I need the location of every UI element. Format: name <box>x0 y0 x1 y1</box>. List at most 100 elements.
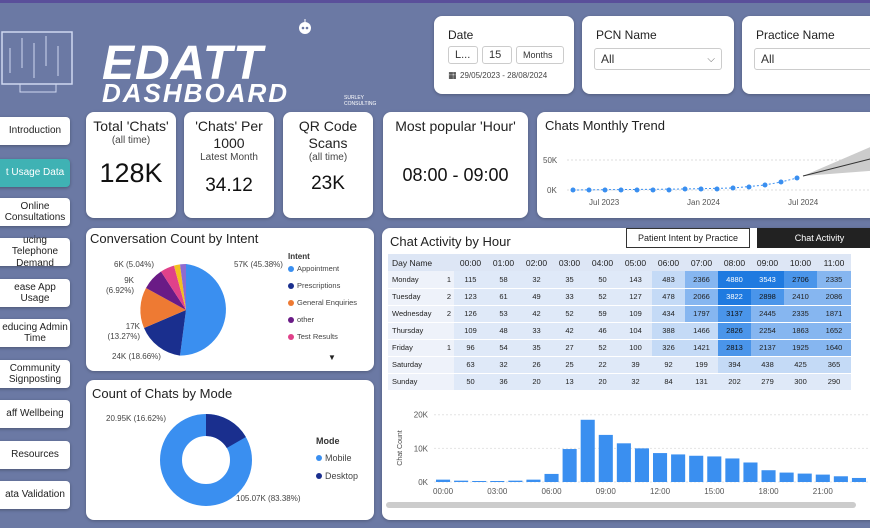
legend-other[interactable]: other <box>288 315 314 324</box>
bar-hour-23[interactable] <box>851 477 866 482</box>
bar-hour-11[interactable] <box>634 448 649 482</box>
trend-x-tick: Jul 2024 <box>788 198 819 207</box>
tab-chat-activity[interactable]: Chat Activity <box>757 228 870 248</box>
heatmap-row: Tuesday 2 123 61 49 33 52 127 478 2066 3822 2898 241… <box>388 288 851 306</box>
bar-y-tick: 0K <box>418 478 428 487</box>
kpi-title: QR Code Scans <box>298 118 358 151</box>
nav-button[interactable]: Online Consultations <box>0 198 70 226</box>
heatmap-cell: 52 <box>586 288 619 306</box>
heatmap-cell: 2813 <box>718 339 751 357</box>
heatmap-cell: 59 <box>586 305 619 323</box>
heatmap-cell: 35 <box>553 271 586 289</box>
bar-hour-08[interactable] <box>580 419 595 482</box>
pcn-select[interactable]: All ⌵ <box>594 48 722 70</box>
nav-button[interactable]: Community Signposting <box>0 360 70 388</box>
bar-hour-21[interactable] <box>815 474 830 482</box>
heatmap-cell: 3137 <box>718 305 751 323</box>
bar-hour-20[interactable] <box>797 473 812 482</box>
heatmap-cell: 143 <box>619 271 652 289</box>
nav-button[interactable]: ata Validation <box>0 481 70 509</box>
bar-hour-02[interactable] <box>472 480 487 482</box>
bar-x-tick: 00:00 <box>433 487 454 496</box>
kpi-value: 23K <box>311 172 345 194</box>
bar-y-axis-label: Chat Count <box>397 430 404 465</box>
heatmap-cell: 13 <box>553 373 586 391</box>
legend-enquiries[interactable]: General Enquiries <box>288 298 357 307</box>
heatmap-cell: 2706 <box>784 271 817 289</box>
heatmap-cell: 25 <box>553 356 586 374</box>
bar-hour-01[interactable] <box>454 480 469 482</box>
heatmap-cell: 96 <box>454 339 487 357</box>
heatmap-row: Monday 1 115 58 32 35 50 143 483 2366 4880 3543 2706… <box>388 271 851 289</box>
bar-hour-12[interactable] <box>653 453 668 482</box>
bar-y-tick: 10K <box>414 444 429 453</box>
nav-button[interactable]: Introduction <box>0 117 70 145</box>
date-unit-select[interactable]: Months <box>516 46 564 64</box>
legend-mobile[interactable]: Mobile <box>316 453 352 463</box>
bar-hour-22[interactable] <box>833 476 848 482</box>
heatmap-cell: 2335 <box>817 271 851 289</box>
practice-select[interactable]: All <box>754 48 870 70</box>
heatmap-cell: 290 <box>817 373 851 391</box>
bar-hour-05[interactable] <box>526 479 541 482</box>
heatmap-cell: 109 <box>454 322 487 340</box>
heatmap-header-blank <box>444 254 454 271</box>
nav-button[interactable]: educing Admin Time <box>0 319 70 347</box>
bar-hour-18[interactable] <box>761 470 776 482</box>
heatmap-cell: 1871 <box>817 305 851 323</box>
heatmap-cell: 326 <box>652 339 685 357</box>
horizontal-scrollbar[interactable] <box>386 502 856 508</box>
heatmap-header-hour: 09:00 <box>751 254 784 271</box>
heatmap-cell: 32 <box>487 356 520 374</box>
tab-patient-intent[interactable]: Patient Intent by Practice <box>626 228 750 248</box>
heatmap-cell: 50 <box>586 271 619 289</box>
bar-hour-16[interactable] <box>725 458 740 482</box>
heatmap-cell: 199 <box>685 356 718 374</box>
bar-hour-09[interactable] <box>598 434 613 482</box>
bar-hour-13[interactable] <box>671 454 686 482</box>
heatmap-row: Saturday 63 32 26 25 22 39 92 199 394 438 425 365 <box>388 356 851 374</box>
heatmap-header-hour: 03:00 <box>553 254 586 271</box>
intent-label-test: 6K (5.04%) <box>114 260 155 269</box>
nav-button[interactable]: t Usage Data <box>0 159 70 187</box>
heatmap-index <box>444 356 454 374</box>
heatmap-cell: 26 <box>520 356 553 374</box>
mode-card: Count of Chats by Mode 20.95K (16.62%) 1… <box>86 380 374 520</box>
heatmap-header-hour: 05:00 <box>619 254 652 271</box>
bar-hour-00[interactable] <box>436 479 451 482</box>
heatmap-cell: 2898 <box>751 288 784 306</box>
nav-button[interactable]: ease App Usage <box>0 279 70 307</box>
bar-hour-15[interactable] <box>707 456 722 482</box>
heatmap-cell: 104 <box>619 322 652 340</box>
bar-hour-19[interactable] <box>779 472 794 482</box>
bar-hour-07[interactable] <box>562 449 577 482</box>
intent-label-appointment: 57K (45.38%) <box>234 260 283 269</box>
heatmap-day: Saturday <box>388 356 444 374</box>
intent-title: Conversation Count by Intent <box>90 231 259 246</box>
nav-button[interactable]: ucing Telephone Demand <box>0 235 70 269</box>
heatmap-cell: 39 <box>619 356 652 374</box>
heatmap-cell: 483 <box>652 271 685 289</box>
bar-hour-06[interactable] <box>544 473 559 482</box>
heatmap-cell: 365 <box>817 356 851 374</box>
date-mode-select[interactable]: L... <box>448 46 478 64</box>
bar-hour-14[interactable] <box>689 455 704 482</box>
bar-hour-04[interactable] <box>508 480 523 482</box>
heatmap-cell: 127 <box>619 288 652 306</box>
heatmap-cell: 1925 <box>784 339 817 357</box>
nav-button[interactable]: aff Wellbeing <box>0 400 70 428</box>
nav-button[interactable]: Resources <box>0 441 70 469</box>
bar-hour-03[interactable] <box>490 480 505 482</box>
legend-prescriptions[interactable]: Prescriptions <box>288 281 340 290</box>
date-count-input[interactable]: 15 <box>482 46 512 64</box>
heatmap-cell: 42 <box>520 305 553 323</box>
legend-test-results[interactable]: Test Results <box>288 332 338 341</box>
legend-appointment[interactable]: Appointment <box>288 264 339 273</box>
legend-desktop[interactable]: Desktop <box>316 471 358 481</box>
practice-filter-title: Practice Name <box>756 28 835 42</box>
bar-hour-10[interactable] <box>616 443 631 482</box>
heatmap-cell: 42 <box>553 322 586 340</box>
legend-scroll-down-icon[interactable]: ▼ <box>328 353 336 362</box>
heatmap-cell: 1797 <box>685 305 718 323</box>
bar-hour-17[interactable] <box>743 462 758 482</box>
